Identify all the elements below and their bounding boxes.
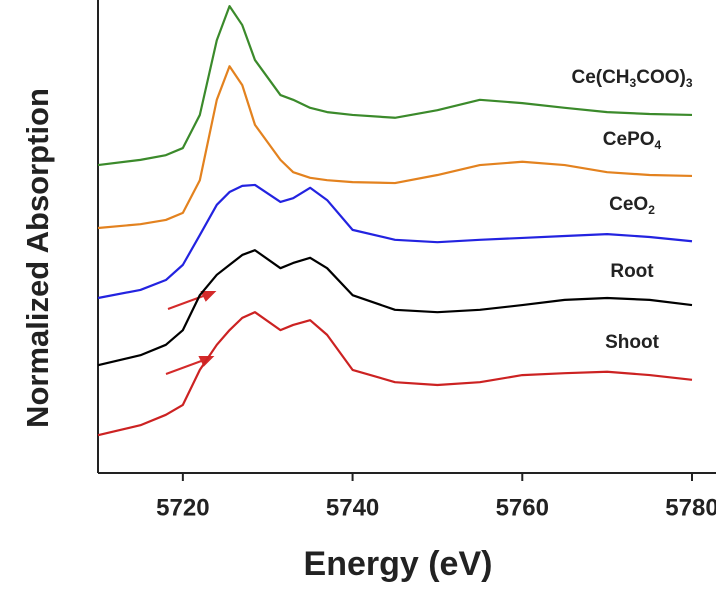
series-label: Shoot xyxy=(605,332,659,353)
series-label-part: Ce(CH xyxy=(571,67,629,88)
series-label: Root xyxy=(610,261,654,282)
x-tick-label: 5760 xyxy=(496,494,549,521)
series-label-part: 4 xyxy=(655,138,662,152)
series-label: CeO2 xyxy=(609,194,655,217)
annotation-arrows xyxy=(165,291,217,375)
series-line xyxy=(97,311,693,437)
x-tick-label: 5780 xyxy=(665,494,716,521)
series-label: CePO4 xyxy=(603,129,662,152)
series-line xyxy=(97,5,693,167)
series-label-part: 3 xyxy=(686,76,693,90)
x-tick-label: 5720 xyxy=(156,494,209,521)
series-label-part: COO) xyxy=(636,67,686,88)
series-line xyxy=(97,249,693,367)
series-label-part: 2 xyxy=(648,203,655,217)
series-label-part: CeO xyxy=(609,194,648,215)
x-tick-label: 5740 xyxy=(326,494,379,521)
series-label-part: 3 xyxy=(630,76,637,90)
series-label-part: CePO xyxy=(603,129,655,150)
series-line xyxy=(97,183,693,300)
y-axis-title: Normalized Absorption xyxy=(20,88,55,428)
arrow-head xyxy=(200,291,217,302)
series-line xyxy=(97,65,693,230)
series-label: Ce(CH3COO)3 xyxy=(571,67,692,90)
arrow xyxy=(165,359,205,375)
series-label-part: Shoot xyxy=(605,332,659,353)
x-axis-title: Energy (eV) xyxy=(304,545,493,583)
series-label-part: Root xyxy=(610,261,654,282)
arrow xyxy=(167,294,207,310)
